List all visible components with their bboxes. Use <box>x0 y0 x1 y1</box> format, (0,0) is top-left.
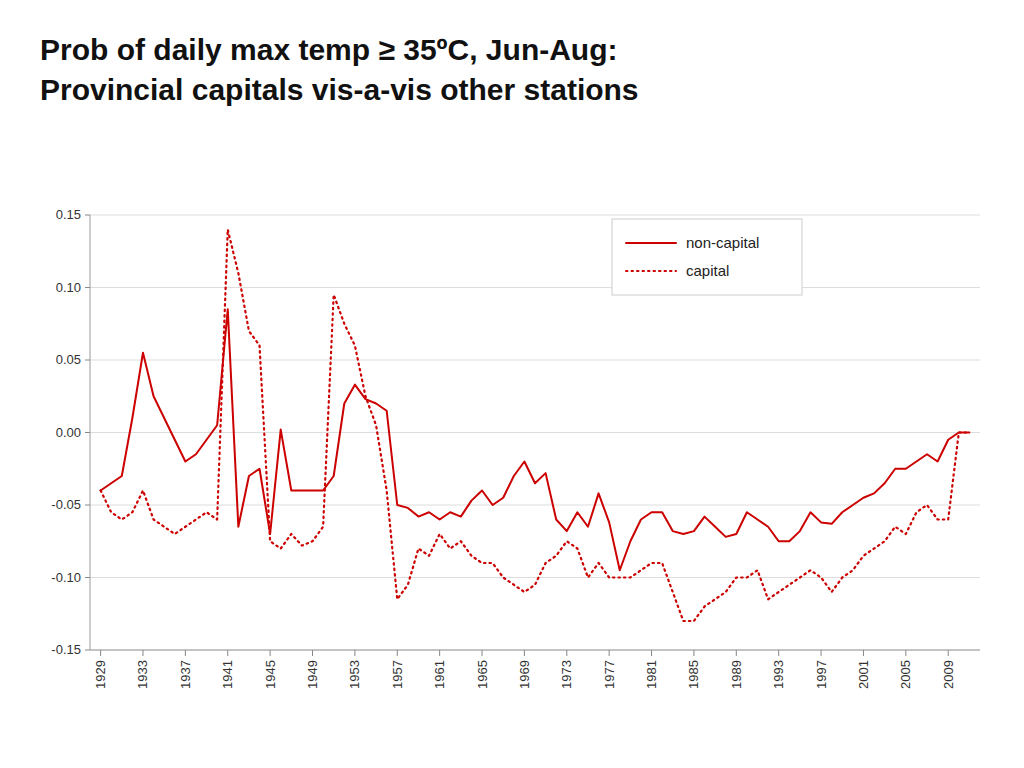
x-tick-label: 1957 <box>390 660 405 689</box>
grid-line <box>90 577 980 578</box>
x-tick-label: 1933 <box>135 660 150 689</box>
plot-area <box>101 230 970 622</box>
x-tick <box>439 650 440 656</box>
x-tick <box>270 650 271 656</box>
y-tick-label: -0.05 <box>51 497 81 512</box>
x-tick <box>778 650 779 656</box>
x-tick-label: 1953 <box>347 660 362 689</box>
x-tick-label: 1977 <box>602 660 617 689</box>
legend-swatch <box>626 242 676 244</box>
y-axis-line <box>90 215 91 650</box>
x-tick-label: 1929 <box>93 660 108 689</box>
x-tick-label: 2009 <box>941 660 956 689</box>
x-tick <box>185 650 186 656</box>
grid-line <box>90 650 980 651</box>
x-axis-line <box>90 650 980 651</box>
x-tick <box>524 650 525 656</box>
x-tick <box>354 650 355 656</box>
y-tick-label: 0.00 <box>56 425 81 440</box>
x-tick-label: 1973 <box>559 660 574 689</box>
y-tick-label: -0.15 <box>51 642 81 657</box>
x-tick-label: 1969 <box>517 660 532 689</box>
legend-label: non-capital <box>686 234 759 251</box>
x-tick <box>609 650 610 656</box>
x-tick-label: 1941 <box>220 660 235 689</box>
title: Prob of daily max temp ≥ 35ºC, Jun-Aug: <box>40 33 618 66</box>
x-tick-label: 1981 <box>644 660 659 689</box>
y-tick-label: 0.05 <box>56 352 81 367</box>
x-tick <box>312 650 313 656</box>
x-tick-label: 2005 <box>898 660 913 689</box>
x-tick <box>948 650 949 656</box>
x-tick <box>397 650 398 656</box>
x-tick <box>863 650 864 656</box>
grid-line <box>90 505 980 506</box>
grid-line <box>90 215 980 216</box>
x-tick <box>693 650 694 656</box>
grid-line <box>90 432 980 433</box>
y-tick-label: -0.10 <box>51 570 81 585</box>
x-tick-label: 1965 <box>475 660 490 689</box>
y-tick <box>85 432 90 433</box>
subtitle: Provincial capitals vis-a-vis other stat… <box>40 73 639 106</box>
x-tick-label: 1937 <box>178 660 193 689</box>
x-tick <box>566 650 567 656</box>
y-tick <box>85 360 90 361</box>
chart: Prob of daily max temp ≥ 35ºC, Jun-Aug: P… <box>0 0 1024 768</box>
x-tick <box>651 650 652 656</box>
legend-label: capital <box>686 262 729 279</box>
x-tick-label: 1989 <box>729 660 744 689</box>
x-tick <box>821 650 822 656</box>
x-tick-label: 1961 <box>432 660 447 689</box>
y-tick <box>85 287 90 288</box>
y-tick <box>85 505 90 506</box>
x-tick <box>736 650 737 656</box>
x-tick-label: 1945 <box>263 660 278 689</box>
y-tick-label: 0.10 <box>56 280 81 295</box>
x-tick <box>100 650 101 656</box>
x-tick-label: 2001 <box>856 660 871 689</box>
y-tick <box>85 650 90 651</box>
x-tick <box>142 650 143 656</box>
grid-line <box>90 287 980 288</box>
y-tick <box>85 577 90 578</box>
series-line <box>101 309 970 570</box>
legend-box <box>612 219 802 295</box>
x-tick <box>482 650 483 656</box>
axes: -0.15 -0.10 -0.05 0.00 0.05 0.10 0.15 1929 1933 1… <box>51 207 980 689</box>
legend: non-capital capital <box>612 219 802 295</box>
x-tick-label: 1949 <box>305 660 320 689</box>
y-tick-label: 0.15 <box>56 207 81 222</box>
x-tick-label: 1993 <box>771 660 786 689</box>
y-tick <box>85 215 90 216</box>
series-line <box>101 230 970 622</box>
x-tick-label: 1997 <box>814 660 829 689</box>
legend-swatch <box>626 270 676 272</box>
x-tick <box>905 650 906 656</box>
x-tick <box>227 650 228 656</box>
x-tick-label: 1985 <box>686 660 701 689</box>
